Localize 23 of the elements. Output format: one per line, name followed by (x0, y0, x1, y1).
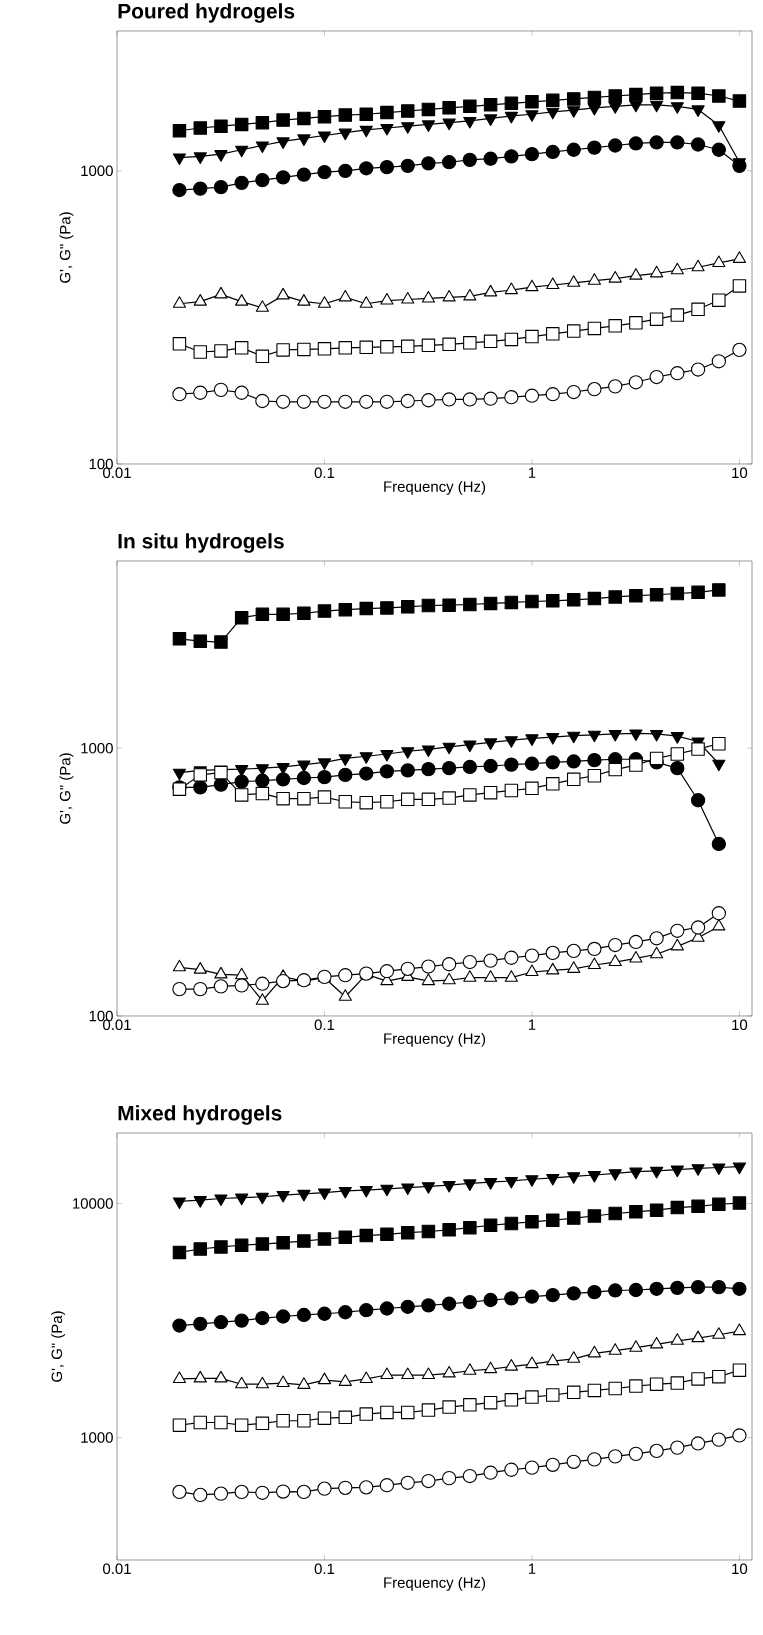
x-tick-label: 0.1 (314, 467, 335, 479)
y-axis-title: G', G" (Pa) (59, 753, 74, 824)
x-tick-label: 0.1 (314, 1019, 335, 1031)
x-tick-label: 0.01 (103, 1563, 131, 1575)
x-axis-title: Frequency (Hz) (384, 480, 486, 495)
y-tick-label: 1000 (81, 1432, 113, 1443)
chart-title: Poured hydrogels (118, 3, 295, 23)
x-axis-title: Frequency (Hz) (384, 1576, 486, 1591)
y-axis-title: G', G" (Pa) (59, 212, 74, 283)
x-tick-label: 10 (732, 1563, 748, 1575)
x-tick-label: 0.1 (314, 1563, 335, 1575)
x-tick-label: 10 (732, 467, 748, 479)
x-tick-label: 10 (732, 1019, 748, 1031)
y-tick-label: 1000 (81, 742, 113, 754)
y-tick-label: 10000 (73, 1198, 113, 1209)
chart-title: In situ hydrogels (118, 533, 284, 553)
x-tick-label: 1 (528, 1019, 536, 1030)
x-tick-label: 1 (528, 467, 536, 478)
y-tick-label: 1000 (81, 165, 113, 177)
y-axis-title: G', G" (Pa) (51, 1311, 66, 1382)
x-tick-label: 1 (528, 1563, 536, 1574)
chart-title: Mixed hydrogels (118, 1105, 282, 1125)
x-axis-title: Frequency (Hz) (384, 1032, 486, 1047)
